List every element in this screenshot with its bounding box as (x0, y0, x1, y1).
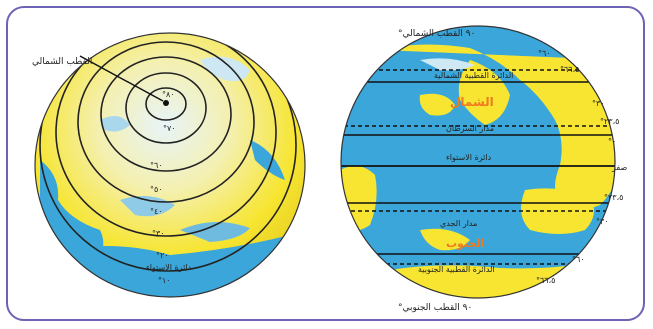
left-ring-label-5: °٤٠ (150, 207, 163, 216)
north-word-label: الشمال (450, 95, 494, 109)
equator-label: دائرة الاستواء (446, 153, 492, 162)
left-ring-label-2: °٧٠ (163, 124, 176, 133)
tropic-cancer-label: مدار السرطان (446, 124, 494, 133)
left-ring-label-3: °٦٠ (150, 161, 163, 170)
left-ring-label-1: °٨٠ (162, 90, 175, 99)
left-ring-label-6: °٣٠ (152, 229, 165, 238)
left-ring-label-4: °٥٠ (150, 185, 163, 194)
arctic-circle-label: الدائرة القطبية الشمالية (434, 71, 513, 80)
deg-label-1: °٦٠ (538, 49, 551, 58)
left-ring-label-7: °٢٠ (156, 251, 169, 260)
deg-label-3: °٣٠ (592, 99, 605, 108)
left-equator-label: دائرة الاستواء (146, 263, 192, 272)
left-latitude-rings (35, 33, 305, 297)
deg-label-9: °٦٠ (572, 255, 585, 264)
deg-label-4: °٢٣،٥ (600, 117, 619, 126)
deg-label-2: °٦٦،٥ (560, 65, 579, 74)
right-top-label: °٩٠ القطب الشمالي (398, 29, 475, 39)
left-ring-label-8: °١٠ (158, 276, 171, 285)
left-globe: القطب الشمالي °٨٠ °٧٠ °٦٠ °٥٠ °٤٠ °٣٠ °٢… (32, 32, 306, 298)
deg-label-7: °٢٣،٥ (604, 193, 623, 202)
north-pole-dot (163, 100, 169, 106)
right-globe: °٩٠ القطب الشمالي °٩٠ القطب الجنوبي الدا… (340, 25, 627, 313)
deg-label-8: °٣٠ (596, 217, 609, 226)
deg-label-5: °٠ (608, 137, 616, 146)
tropic-capricorn-label: مدار الجدي (440, 219, 477, 228)
south-word-label: الجنوب (446, 237, 484, 250)
north-pole-pointer (79, 55, 164, 102)
right-bottom-label: °٩٠ القطب الجنوبي (398, 303, 472, 313)
left-north-pole-label: القطب الشمالي (32, 57, 92, 67)
deg-label-6: صفر (611, 163, 627, 172)
deg-label-10: °٦٦،٥ (536, 276, 555, 285)
antarctic-circle-label: الدائرة القطبية الجنوبية (418, 265, 495, 274)
